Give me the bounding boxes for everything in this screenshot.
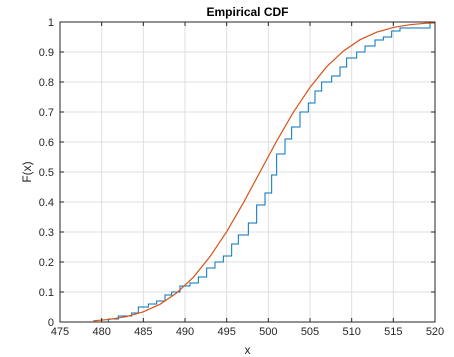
y-tick-label: 0.7 (39, 107, 54, 119)
x-tick-label: 515 (384, 326, 402, 338)
y-tick-label: 0.6 (39, 137, 54, 149)
y-tick-label: 0.4 (39, 197, 54, 209)
chart-title: Empirical CDF (206, 5, 288, 19)
y-tick-label: 0.2 (39, 257, 54, 269)
y-tick-label: 0.9 (39, 47, 54, 59)
y-tick-label: 0.3 (39, 227, 54, 239)
x-tick-label: 480 (92, 326, 110, 338)
empirical-cdf-stairs (60, 21, 435, 323)
x-tick-label: 495 (217, 326, 235, 338)
y-axis-label: F(x) (20, 161, 34, 182)
series-layer (60, 21, 436, 323)
x-axis-label: x (245, 343, 251, 357)
x-tick-label: 510 (342, 326, 360, 338)
x-tick-label: 475 (51, 326, 69, 338)
x-tick-label: 520 (426, 326, 444, 338)
x-tick-label: 485 (134, 326, 152, 338)
y-tick-label: 0.1 (39, 287, 54, 299)
fitted-cdf-line (93, 22, 436, 322)
x-tick-label: 490 (176, 326, 194, 338)
x-tick-label: 505 (301, 326, 319, 338)
x-tick-label: 500 (259, 326, 277, 338)
y-tick-label: 1 (48, 17, 54, 29)
axis-ticks: 475 480 485 490 495 500 505 510 515 520 0 0.1 0.2 0.3… (39, 17, 444, 338)
y-tick-label: 0.8 (39, 77, 54, 89)
y-tick-label: 0.5 (39, 167, 54, 179)
y-tick-label: 0 (48, 317, 54, 329)
grid-lines (60, 22, 435, 322)
